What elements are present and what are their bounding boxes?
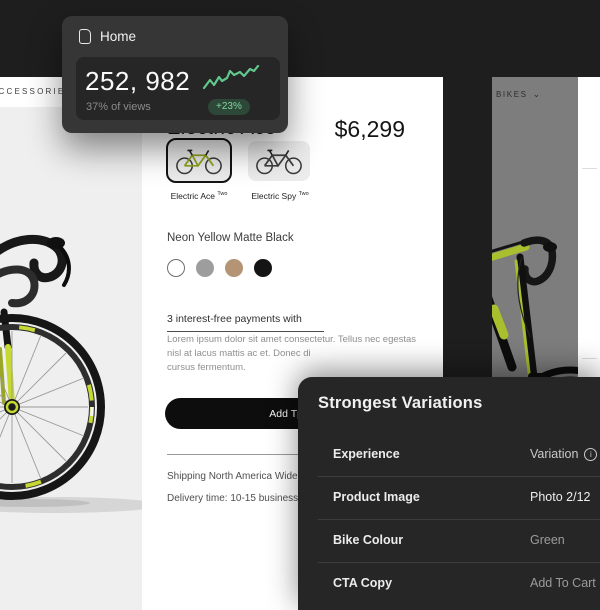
- swatch-gray[interactable]: [196, 259, 214, 277]
- thumbnail-label: Electric Spy Two: [251, 191, 309, 201]
- thumbnail-label: Electric Ace Two: [170, 191, 228, 201]
- row-value: Add To Cart: [530, 576, 596, 590]
- trend-sparkline: [202, 64, 260, 90]
- row-value: Green: [530, 533, 565, 547]
- swatch-white[interactable]: [167, 259, 185, 277]
- views-stat-card: 252, 982 37% of views +23%: [76, 57, 280, 120]
- views-caption: 37% of views: [86, 101, 151, 113]
- product-hero-image: [0, 107, 142, 610]
- variation-row-cta-copy[interactable]: CTA Copy Add To Cart: [298, 562, 600, 605]
- thumbnail-electric-spy[interactable]: [248, 141, 310, 181]
- strongest-variations-panel: Strongest Variations Experience Variatio…: [298, 377, 600, 610]
- home-analytics-card[interactable]: Home 252, 982 37% of views +23%: [62, 16, 288, 133]
- bike-front-illustration: [0, 234, 142, 513]
- variation-row-experience[interactable]: Experience Variation i: [298, 433, 600, 476]
- mini-bike-icon: [256, 149, 302, 175]
- row-label: Experience: [333, 447, 400, 461]
- product-page: ACCESSORIES: [0, 77, 443, 610]
- swatch-tan[interactable]: [225, 259, 243, 277]
- panel-title: Strongest Variations: [318, 394, 483, 412]
- home-card-header: Home: [79, 29, 136, 44]
- color-name-label: Neon Yellow Matte Black: [167, 232, 294, 244]
- variation-row-product-image[interactable]: Product Image Photo 2/12: [298, 476, 600, 519]
- swatch-black[interactable]: [254, 259, 272, 277]
- trend-badge: +23%: [208, 99, 250, 115]
- divider: [582, 358, 597, 359]
- home-card-title: Home: [100, 29, 137, 44]
- divider: [318, 519, 600, 520]
- row-label: CTA Copy: [333, 576, 393, 590]
- divider: [318, 562, 600, 563]
- color-swatches: [167, 259, 272, 277]
- nav-item-accessories[interactable]: ACCESSORIES: [0, 87, 73, 96]
- chevron-down-icon: ⌄: [532, 89, 541, 99]
- delivery-info: Delivery time: 10-15 business days: [167, 493, 323, 504]
- info-icon[interactable]: i: [584, 447, 598, 461]
- mini-bike-icon: [176, 149, 222, 174]
- payments-note[interactable]: 3 interest-free payments with: [167, 313, 324, 332]
- variation-row-bike-colour[interactable]: Bike Colour Green: [298, 519, 600, 562]
- row-label: Bike Colour: [333, 533, 404, 547]
- thumbnail-electric-ace[interactable]: [166, 138, 232, 183]
- views-count: 252, 982: [85, 66, 191, 96]
- divider: [318, 476, 600, 477]
- product-price: $6,299: [334, 116, 405, 142]
- background-nav: BIKES ⌄ ACCESSORIES: [496, 89, 578, 100]
- row-value: Photo 2/12: [530, 490, 591, 504]
- product-description: Lorem ipsum dolor sit amet consectetur. …: [167, 334, 417, 373]
- row-label: Product Image: [333, 490, 420, 504]
- nav-item-bikes[interactable]: BIKES: [496, 90, 528, 99]
- page-icon: [79, 29, 91, 44]
- row-value: Variation i: [530, 447, 598, 461]
- divider: [582, 168, 597, 169]
- shipping-info: Shipping North America Wide: [167, 471, 298, 482]
